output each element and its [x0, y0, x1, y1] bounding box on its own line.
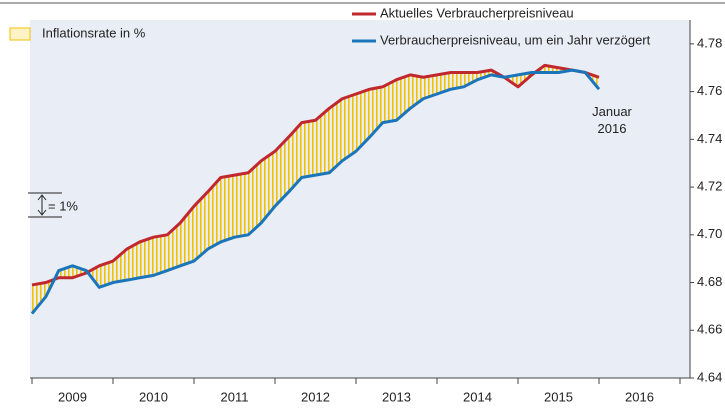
x-tick-label: 2010: [139, 389, 168, 404]
legend-label: Verbraucherpreisniveau, um ein Jahr verz…: [380, 32, 651, 47]
x-tick-label: 2013: [382, 389, 411, 404]
plot-background: [30, 20, 690, 378]
scale-arrow: [37, 194, 47, 216]
series-line: [30, 68, 601, 315]
x-tick-label: 2014: [463, 389, 492, 404]
y-tick-label: 4.70: [697, 226, 722, 241]
inflation-band: [32, 65, 599, 314]
y-tick-label: 4.78: [697, 35, 722, 50]
legend-swatch: [9, 27, 31, 41]
annotation: Januar 2016: [592, 104, 632, 136]
x-tick-label: 2015: [544, 389, 573, 404]
y-tick-label: 4.72: [697, 179, 722, 194]
y-tick-label: 4.74: [697, 131, 722, 146]
x-tick-label: 2011: [221, 389, 249, 404]
legend: Inflationsrate in % Aktuelles Verbrauche…: [9, 5, 651, 47]
y-tick-label: 4.76: [697, 83, 722, 98]
scale-note: = 1%: [48, 198, 78, 213]
x-tick-label: 2016: [625, 389, 654, 404]
y-tick-label: 4.68: [697, 274, 722, 289]
x-tick-label: 2009: [58, 389, 87, 404]
legend-label: Aktuelles Verbraucherpreisniveau: [380, 5, 574, 20]
x-tick-label: 2012: [301, 389, 330, 404]
legend-label: Inflationsrate in %: [42, 25, 146, 40]
y-tick-label: 4.66: [697, 322, 722, 337]
y-tick-label: 4.64: [697, 369, 722, 384]
